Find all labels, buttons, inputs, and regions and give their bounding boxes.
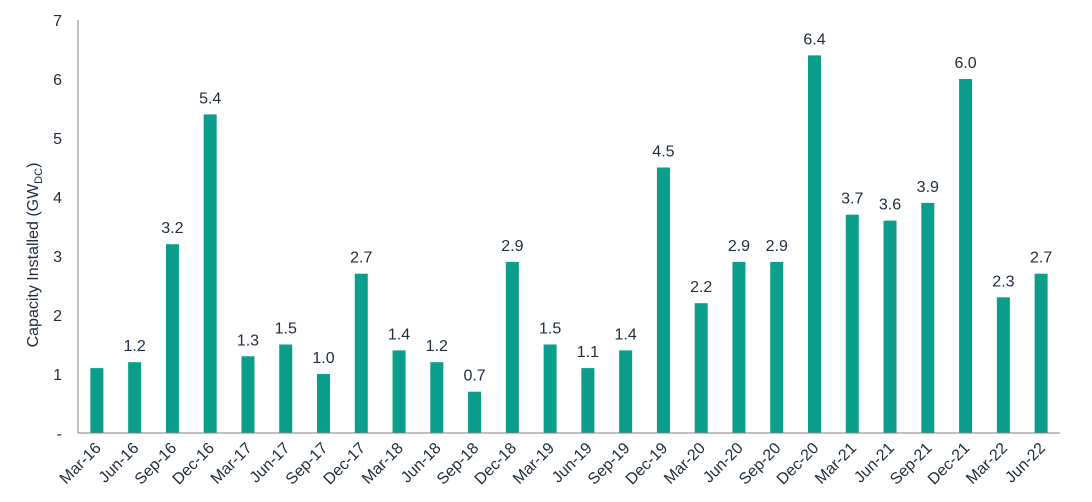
bar	[808, 55, 821, 434]
y-axis-title: Capacity Installed (GWDC)	[25, 163, 45, 348]
data-label: 2.7	[1030, 250, 1052, 267]
data-label: 6.0	[954, 55, 976, 72]
data-label: 3.2	[161, 220, 183, 237]
x-tick-label: Mar-18	[359, 440, 407, 488]
x-tick-label: Dec-19	[623, 440, 672, 489]
x-tick-label: Dec-18	[472, 440, 521, 489]
bar	[90, 368, 104, 433]
data-label: 2.9	[501, 238, 523, 255]
data-label: 4.5	[652, 144, 674, 161]
y-tick-label: 2	[53, 308, 62, 325]
data-label: 1.1	[577, 344, 599, 361]
bar	[128, 362, 142, 433]
bar	[1034, 273, 1048, 433]
bar	[505, 261, 519, 433]
bar	[543, 344, 557, 433]
y-tick-label: 6	[53, 72, 62, 89]
x-tick-label: Mar-20	[661, 440, 709, 488]
bar	[694, 303, 708, 433]
data-label: 1.2	[124, 338, 146, 355]
x-tick-label: Dec-16	[170, 440, 219, 489]
x-tick-label: Mar-19	[510, 440, 558, 488]
data-label: 1.4	[615, 326, 637, 343]
x-tick-label: Mar-22	[963, 440, 1011, 488]
y-axis-title-subscript: DC	[33, 168, 45, 184]
data-label: 1.3	[237, 332, 259, 349]
x-tick-label: Dec-20	[774, 440, 823, 489]
y-axis-title-main: Capacity Installed (GW	[25, 183, 42, 348]
data-label: 1.0	[312, 350, 334, 367]
y-tick-label: 1	[53, 367, 62, 384]
bar	[581, 368, 595, 433]
data-label: 2.3	[992, 273, 1014, 290]
data-label: 5.4	[199, 90, 221, 107]
bar	[279, 344, 293, 433]
y-tick-label: 4	[53, 190, 62, 207]
bar	[845, 214, 859, 433]
data-label: 0.7	[463, 368, 485, 385]
y-tick-label: 5	[53, 131, 62, 148]
x-tick-label: Mar-16	[57, 440, 105, 488]
bar	[165, 244, 179, 433]
data-label: 1.5	[275, 321, 297, 338]
y-axis-title-close: )	[25, 163, 42, 168]
x-tick-label: Mar-17	[208, 440, 256, 488]
x-tick-label: Dec-21	[925, 440, 974, 489]
bar	[656, 167, 670, 433]
bar	[430, 362, 444, 433]
bar	[317, 374, 330, 433]
bar	[203, 114, 217, 434]
data-labels: 1.2 3.2 5.4 1.3 1.5 1.0 2.7 1.4 1.2 0.7 2.9 1.5 1.1 1…	[124, 31, 1053, 384]
data-label: 1.5	[539, 321, 561, 338]
data-label: 2.9	[766, 238, 788, 255]
svg-text:Capacity Installed (GWDC): Capacity Installed (GWDC)	[25, 163, 45, 348]
bar	[354, 273, 368, 433]
data-label: 2.2	[690, 279, 712, 296]
data-label: 1.4	[388, 326, 410, 343]
bar	[959, 79, 973, 433]
x-axis-labels: Mar-16Jun-16Sep-16Dec-16Mar-17Jun-17Sep-…	[57, 440, 1049, 489]
x-tick-label: Mar-21	[812, 440, 860, 488]
bar	[921, 202, 935, 433]
data-label: 6.4	[803, 31, 825, 48]
bar	[732, 261, 746, 433]
data-label: 3.9	[917, 179, 939, 196]
y-tick-label: 3	[53, 249, 62, 266]
data-label: 2.7	[350, 250, 372, 267]
x-tick-label: Jun-22	[1002, 440, 1049, 487]
bar	[996, 297, 1010, 433]
data-label: 3.6	[879, 197, 901, 214]
bars	[90, 55, 1048, 434]
bar	[468, 391, 482, 433]
data-label: 1.2	[426, 338, 448, 355]
y-tick-label: -	[57, 426, 62, 443]
y-tick-label: 7	[53, 13, 62, 30]
bar	[883, 220, 897, 433]
bar	[619, 350, 633, 433]
data-label: 2.9	[728, 238, 750, 255]
bar	[770, 261, 784, 433]
bar	[392, 350, 406, 433]
x-tick-label: Dec-17	[321, 440, 370, 489]
bar	[241, 356, 255, 433]
y-axis-ticks: - 1 2 3 4 5 6 7	[53, 13, 62, 443]
data-label: 3.7	[841, 191, 863, 208]
